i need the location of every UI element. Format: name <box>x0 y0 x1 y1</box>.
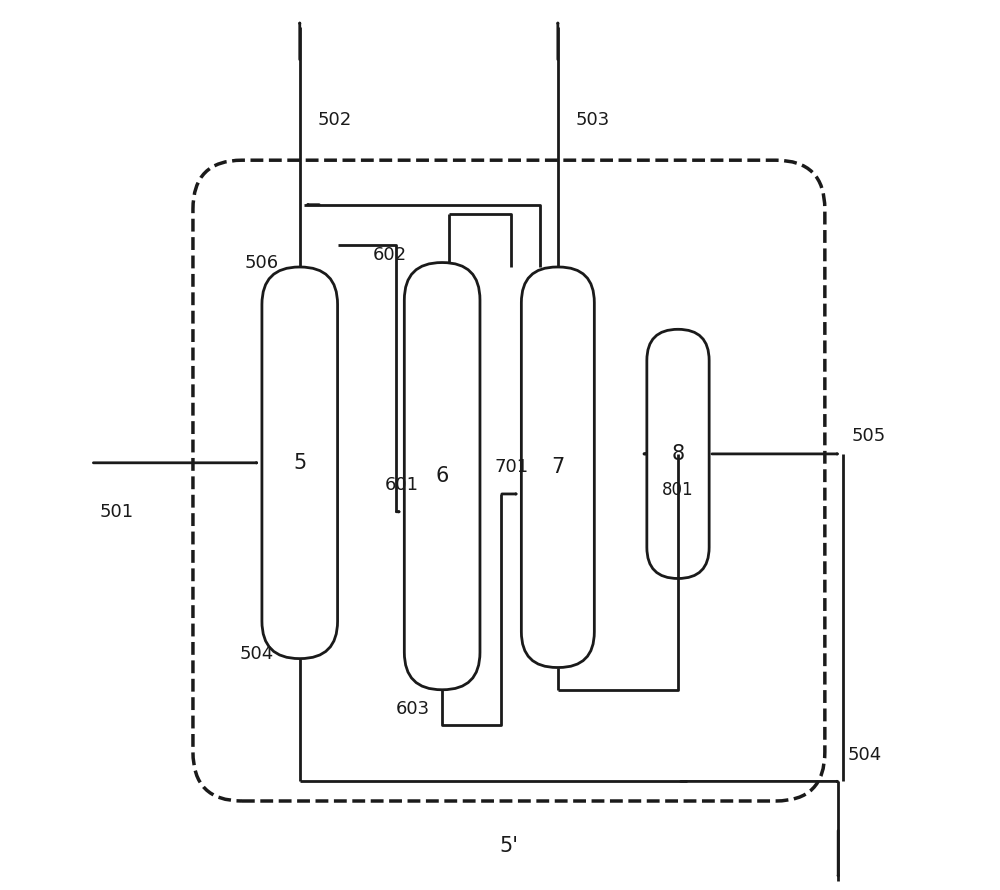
Text: 602: 602 <box>373 247 407 264</box>
Text: 6: 6 <box>435 466 449 486</box>
Text: 504: 504 <box>847 746 881 764</box>
Text: 7: 7 <box>551 457 564 477</box>
Text: 504: 504 <box>240 645 274 663</box>
FancyBboxPatch shape <box>521 267 594 668</box>
Text: 503: 503 <box>576 111 610 129</box>
Text: 505: 505 <box>852 427 886 445</box>
Text: 506: 506 <box>244 254 278 271</box>
Text: 701: 701 <box>495 458 529 476</box>
Text: 501: 501 <box>100 503 134 521</box>
Text: 5: 5 <box>293 453 306 473</box>
Text: 8: 8 <box>671 444 685 464</box>
FancyBboxPatch shape <box>404 263 480 690</box>
Text: 603: 603 <box>395 700 430 718</box>
Text: 801: 801 <box>662 481 694 498</box>
Text: 5': 5' <box>499 836 518 855</box>
FancyBboxPatch shape <box>262 267 338 659</box>
Text: 601: 601 <box>385 476 419 494</box>
Text: 502: 502 <box>318 111 352 129</box>
FancyBboxPatch shape <box>647 329 709 578</box>
